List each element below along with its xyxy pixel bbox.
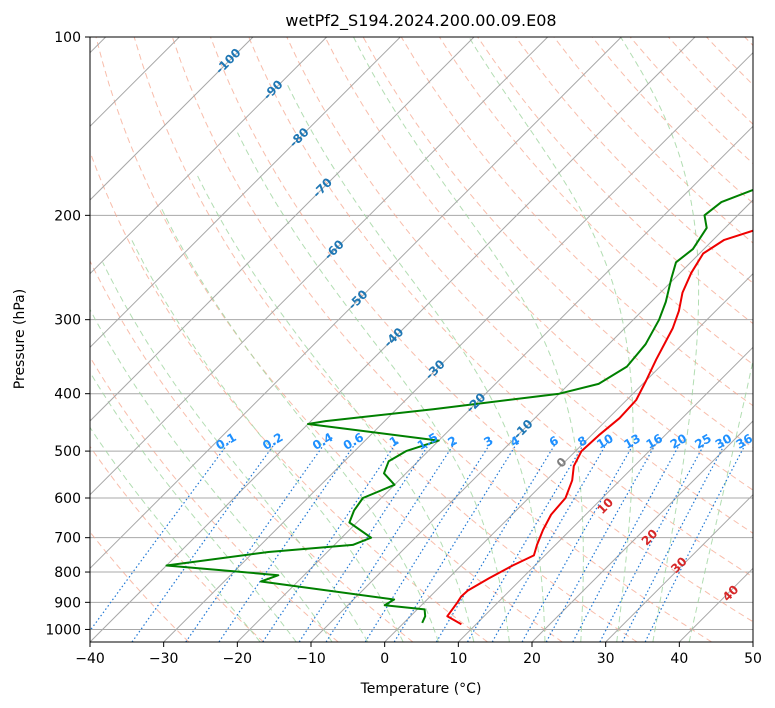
isotherm-line [90, 37, 549, 496]
isotherm-line [384, 272, 753, 642]
moist-adiabat-line [237, 132, 510, 642]
dry-adiabat-line [171, 37, 712, 642]
moist-adiabat-line [620, 37, 700, 642]
x-tick-label: 20 [523, 651, 541, 667]
mixing-ratio-line [545, 440, 659, 642]
dry-adiabat-line [248, 37, 753, 578]
isotherm-line [90, 37, 475, 422]
moist-adiabat-line [161, 208, 439, 642]
mixing-ratio-line [466, 440, 587, 642]
moist-adiabat-line [90, 308, 333, 642]
dry-adiabat-line [90, 445, 264, 642]
moist-adiabat-line [688, 358, 753, 642]
moist-adiabat-line [286, 83, 546, 642]
isotherm-line [163, 51, 753, 642]
mixing-ratio-line [298, 440, 432, 642]
isotherm-line [605, 493, 753, 642]
x-axis-label: Temperature (°C) [360, 681, 482, 697]
x-tick-label: −40 [75, 651, 105, 667]
temperature-profile-line [446, 229, 753, 626]
mixing-ratio-line [393, 440, 520, 642]
y-tick-label: 1000 [45, 622, 81, 638]
x-tick-label: −20 [223, 651, 253, 667]
mixing-ratio-line [364, 440, 493, 642]
mixing-ratio-line [262, 440, 399, 642]
y-tick-label: 900 [54, 595, 81, 611]
moist-adiabat-line [195, 173, 475, 642]
dry-adiabat-line [133, 37, 638, 642]
x-tick-label: 50 [744, 651, 762, 667]
dewpoint-profile-line [165, 188, 753, 624]
x-tick-label: 0 [380, 651, 389, 667]
x-tick-label: −30 [149, 651, 179, 667]
mixing-ratio-line [521, 440, 637, 642]
dry-adiabat-line [90, 356, 339, 642]
y-tick-label: 700 [54, 531, 81, 547]
mixing-ratio-line [185, 440, 328, 642]
dry-adiabat-line [90, 259, 414, 642]
y-tick-label: 200 [54, 208, 81, 224]
isotherm-line [90, 37, 696, 642]
plot-area: -100-90-80-70-60-50-40-30-20-100.1 0.2 0.4… [90, 37, 755, 642]
plot-frame [89, 36, 754, 643]
dry-adiabat-line [95, 37, 563, 642]
chart-title: wetPf2_S194.2024.200.00.09.E08 [285, 11, 556, 31]
mixing-ratio-line [491, 440, 609, 642]
y-tick-label: 300 [54, 313, 81, 329]
isotherm-line [310, 199, 753, 642]
y-tick-label: 400 [54, 387, 81, 403]
dry-adiabat-line [286, 37, 753, 534]
dry-adiabat-line [210, 37, 753, 623]
y-axis-label: Pressure (hPa) [12, 289, 28, 389]
mixing-ratio-label: 36 [734, 431, 755, 451]
isotherm-line [90, 37, 401, 349]
dry-adiabats [90, 37, 753, 642]
mixing-ratio-line [90, 440, 231, 632]
y-axis-ticks: 1000 900 800 700 600 500 400 300 200 100 [45, 30, 90, 638]
y-tick-label: 600 [54, 491, 81, 507]
mixing-ratio-line [644, 440, 748, 642]
mixing-ratio-line [572, 440, 683, 642]
x-tick-label: −10 [296, 651, 326, 667]
sounding-series [165, 188, 753, 626]
isotherm-line [90, 37, 254, 201]
x-tick-label: 10 [449, 651, 467, 667]
moist-adiabat-line [90, 426, 261, 642]
x-axis-ticks: −40 −30 −20 −10 0 10 20 30 40 50 [75, 642, 762, 667]
x-tick-label: 40 [670, 651, 688, 667]
isotherm-line [457, 346, 753, 642]
pressure-gridlines [90, 37, 753, 630]
mixing-ratio-line [325, 440, 457, 642]
y-tick-label: 100 [54, 30, 81, 46]
mixing-ratio-line [131, 440, 278, 642]
moist-adiabat-line [353, 37, 584, 642]
isotherm-line [90, 37, 328, 275]
dry-adiabat-line [324, 37, 753, 491]
isotherm-line [90, 37, 622, 570]
y-tick-label: 800 [54, 565, 81, 581]
x-tick-label: 30 [597, 651, 615, 667]
y-tick-label: 500 [54, 444, 81, 460]
isotherm-line [531, 420, 753, 642]
dry-adiabat-line [515, 37, 753, 284]
isotherm-line [236, 125, 753, 642]
isotherms [90, 37, 753, 642]
